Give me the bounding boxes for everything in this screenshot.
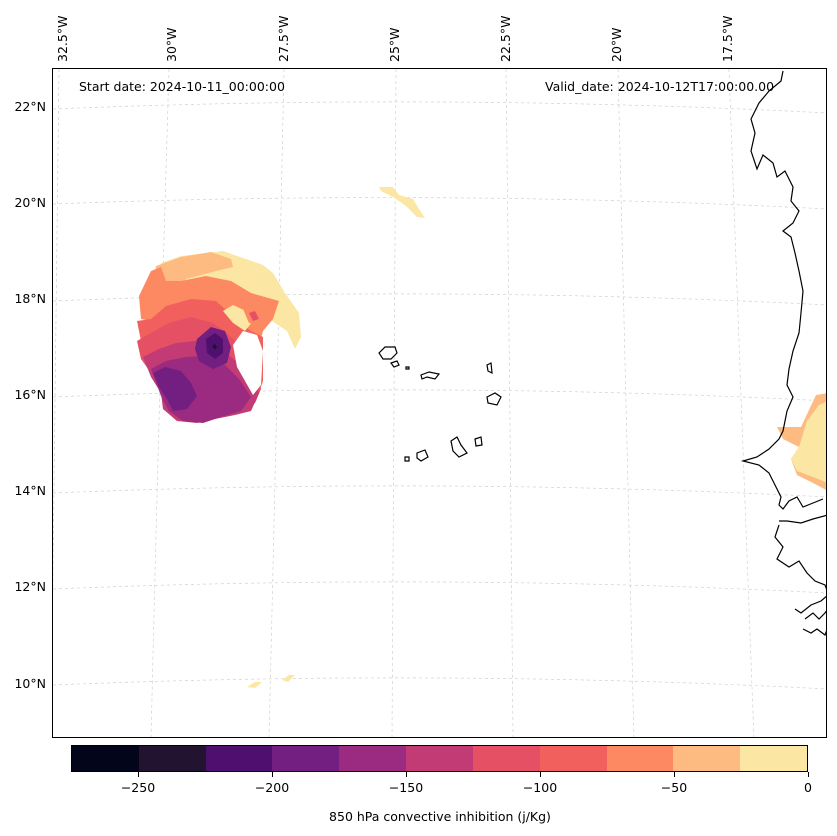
clear-interior <box>233 331 263 395</box>
gridline-lat-20n <box>53 197 826 210</box>
map-panel[interactable]: Start date: 2024-10-11_00:00:00 Valid_da… <box>52 68 827 738</box>
cyclone-cin-field <box>137 251 301 423</box>
colorbar-tick <box>673 772 675 777</box>
island-santiago <box>450 436 468 458</box>
island-maio <box>474 436 483 447</box>
island-sao-vicente <box>390 360 400 368</box>
colorbar-tick-label: −150 <box>388 780 424 795</box>
colorbar-tick <box>271 772 273 777</box>
lon-label-27-5w: 27.5°W <box>276 15 291 62</box>
gridline-lat-14n <box>53 485 826 498</box>
coastline-bissagos <box>804 610 826 620</box>
colorbar-segment-3 <box>272 746 340 771</box>
colorbar-segment-6 <box>472 746 540 771</box>
gridline-lon-22-5w <box>505 69 514 737</box>
coastline-west-africa <box>740 70 826 636</box>
colorbar-tick-label: −100 <box>522 780 558 795</box>
gridline-lon-20w <box>617 69 635 737</box>
island-fogo <box>416 449 429 462</box>
valid-date-label: Valid_date: 2024-10-12T17:00:00.00 <box>545 79 775 94</box>
lat-label-20n: 20°N <box>14 195 46 210</box>
coastline-north <box>740 70 824 510</box>
lat-label-10n: 10°N <box>14 676 46 691</box>
colorbar-segment-1 <box>138 746 206 771</box>
lon-label-22-5w: 22.5°W <box>498 15 513 62</box>
south-patch-east <box>282 675 295 682</box>
colorbar-segment-0 <box>72 746 139 771</box>
colorbar-tick <box>539 772 541 777</box>
coastline-guinea <box>802 628 826 636</box>
island-santo-antao <box>378 346 398 360</box>
lon-label-20w: 20°W <box>609 27 624 62</box>
lat-label-16n: 16°N <box>14 387 46 402</box>
gridline-lon-27-5w <box>268 69 285 737</box>
lat-label-18n: 18°N <box>14 291 46 306</box>
lon-label-17-5w: 17.5°W <box>720 15 735 62</box>
colorbar-tick-label: 0 <box>804 780 812 795</box>
colorbar-segment-2 <box>205 746 273 771</box>
colorbar-tick-label: −50 <box>660 780 688 795</box>
island-santa-luzia <box>405 366 410 370</box>
island-brava <box>404 456 410 462</box>
contour-level-minus-60 <box>139 267 279 356</box>
gridline-lat-22n <box>53 101 826 114</box>
contour-level-minus-185 <box>153 367 197 411</box>
gridline-lon-25w <box>391 69 397 737</box>
colorbar-tick <box>405 772 407 777</box>
start-date-label: Start date: 2024-10-11_00:00:00 <box>79 79 285 94</box>
colorbar-segment-9 <box>673 746 741 771</box>
map-canvas <box>53 69 826 737</box>
colorbar-segment-5 <box>406 746 473 771</box>
colorbar-segment-7 <box>539 746 607 771</box>
colorbar-tick <box>807 772 809 777</box>
colorbar-segment-10 <box>740 746 807 771</box>
coastline-gambia <box>779 514 826 524</box>
lon-label-32-5w: 32.5°W <box>55 15 70 62</box>
inner-band-red <box>249 311 259 321</box>
gridline-lon-32-5w <box>53 69 60 600</box>
lat-label-14n: 14°N <box>14 483 46 498</box>
north-patch <box>379 187 425 218</box>
colorbar-tick-label: −200 <box>254 780 290 795</box>
island-sal <box>486 362 493 375</box>
island-sao-nicolau <box>420 371 441 380</box>
gridline-lat-10n <box>53 677 826 690</box>
gridline-lon-17-5w <box>728 69 755 737</box>
cape-verde-islands <box>378 346 502 462</box>
contour-level-minus-235 <box>212 344 217 350</box>
island-boa-vista <box>486 392 502 406</box>
colorbar-segment-4 <box>339 746 407 771</box>
colorbar-tick-label: −250 <box>120 780 156 795</box>
lon-label-25w: 25°W <box>387 27 402 62</box>
lat-label-12n: 12°N <box>14 579 46 594</box>
gridline-lat-12n <box>53 581 826 594</box>
colorbar-segment-8 <box>606 746 674 771</box>
colorbar-title: 850 hPa convective inhibition (j/Kg) <box>329 809 551 824</box>
senegal-coast-patch-yellow <box>791 401 826 483</box>
lat-label-22n: 22°N <box>14 99 46 114</box>
south-patch-west <box>247 682 262 688</box>
coastline-guinea-bissau <box>774 524 826 590</box>
colorbar-tick <box>137 772 139 777</box>
colorbar <box>71 745 808 772</box>
coastline-east-edge <box>794 595 826 614</box>
lon-label-30w: 30°W <box>164 27 179 62</box>
